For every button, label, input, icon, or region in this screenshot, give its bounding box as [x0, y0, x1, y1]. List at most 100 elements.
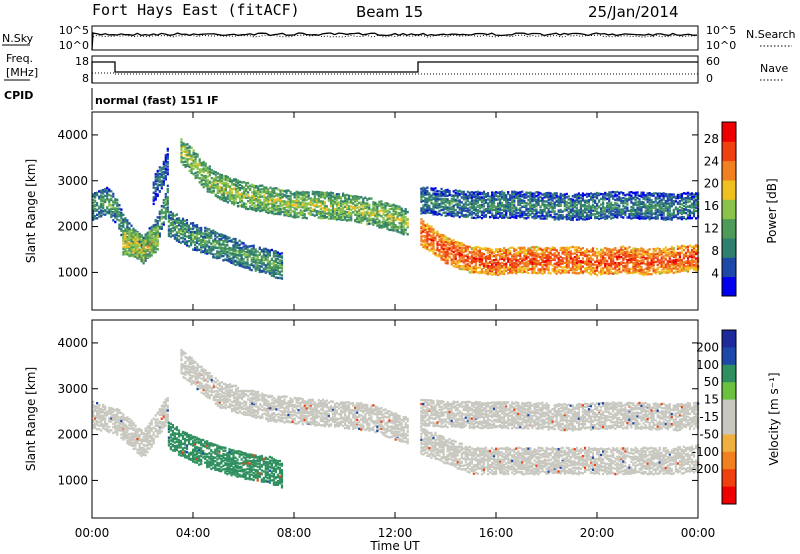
data-cell: [426, 203, 429, 207]
data-cell: [214, 181, 217, 184]
data-cell: [505, 255, 508, 259]
data-cell: [589, 198, 593, 201]
data-cell: [482, 262, 486, 266]
data-cell: [442, 252, 445, 256]
data-cell: [166, 172, 169, 176]
data-cell: [256, 256, 259, 259]
data-cell: [350, 205, 353, 208]
data-cell: [267, 192, 270, 195]
data-cell: [283, 206, 286, 210]
data-cell: [600, 267, 603, 270]
data-cell: [305, 205, 308, 208]
data-cell: [497, 250, 500, 254]
data-cell: [362, 199, 365, 202]
data-cell: [594, 201, 597, 204]
data-cell: [563, 257, 566, 260]
data-cell: [430, 187, 433, 190]
data-cell: [210, 234, 213, 237]
data-cell: [636, 254, 639, 257]
data-cell: [476, 190, 479, 194]
data-cell: [188, 224, 191, 227]
data-cell: [200, 228, 203, 232]
data-cell: [567, 259, 570, 262]
data-cell: [313, 199, 316, 202]
data-cell: [470, 191, 473, 194]
data-cell: [278, 266, 282, 270]
data-cell: [254, 267, 257, 270]
data-cell: [303, 216, 306, 219]
data-cell: [228, 239, 231, 243]
data-cell: [539, 257, 542, 261]
data-cell: [253, 188, 256, 191]
data-cell: [344, 202, 347, 205]
data-cell: [156, 233, 159, 236]
data-cell: [226, 255, 229, 259]
data-cell: [626, 269, 629, 273]
data-cell: [539, 271, 542, 274]
data-cell: [241, 192, 244, 195]
data-cell: [230, 252, 233, 255]
data-cell: [616, 255, 619, 258]
data-cell: [432, 202, 435, 206]
data-cell: [531, 267, 534, 270]
data-cell: [452, 254, 455, 257]
data-cell: [261, 188, 264, 191]
data-cell: [499, 262, 502, 265]
data-cell: [214, 173, 217, 177]
data-cell: [491, 266, 494, 270]
data-cell: [166, 203, 169, 206]
data-cell: [378, 200, 381, 204]
data-cell: [283, 190, 286, 193]
data-cell: [192, 237, 195, 241]
data-cell: [547, 251, 550, 254]
data-cell: [206, 240, 209, 243]
data-cell: [545, 217, 548, 220]
data-cell: [167, 232, 170, 235]
data-cell: [236, 186, 240, 189]
data-cell: [144, 234, 147, 238]
data-cell: [309, 197, 312, 200]
data-cell: [130, 224, 133, 227]
data-cell: [315, 197, 318, 201]
data-cell: [194, 174, 197, 178]
data-cell: [380, 215, 383, 218]
data-cell: [128, 252, 131, 255]
data-cell: [610, 253, 613, 257]
data-cell: [132, 238, 135, 241]
data-cell: [274, 272, 277, 275]
data-cell: [307, 194, 310, 197]
data-cell: [313, 192, 316, 195]
data-cell: [214, 193, 217, 197]
data-cell: [555, 256, 558, 259]
data-cell: [501, 212, 504, 215]
data-cell: [220, 252, 223, 256]
data-cell: [622, 261, 625, 264]
data-cell: [202, 232, 205, 235]
data-cell: [446, 194, 449, 197]
data-cell: [194, 152, 197, 155]
data-cell: [364, 214, 367, 217]
data-cell: [148, 234, 151, 237]
data-cell: [94, 192, 97, 195]
data-cell: [166, 184, 169, 187]
data-cell: [192, 227, 195, 230]
data-cell: [497, 195, 500, 198]
data-cell: [674, 258, 677, 262]
data-cell: [571, 201, 574, 204]
data-cell: [249, 184, 252, 187]
data-cell: [112, 200, 115, 203]
data-cell: [167, 214, 170, 217]
data-cell: [156, 179, 159, 183]
data-cell: [491, 248, 494, 252]
data-cell: [618, 257, 621, 260]
data-cell: [454, 198, 457, 202]
data-cell: [198, 158, 201, 161]
data-cell: [158, 190, 161, 193]
data-cell: [311, 203, 314, 207]
data-cell: [541, 248, 544, 252]
data-cell: [535, 252, 538, 255]
data-cell: [460, 192, 463, 196]
data-cell: [114, 207, 117, 210]
data-cell: [543, 269, 546, 273]
